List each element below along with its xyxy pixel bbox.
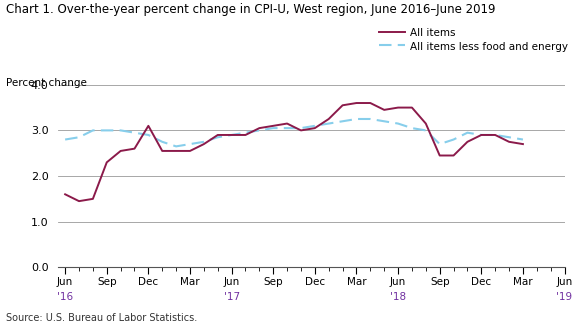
Text: '16: '16 — [57, 292, 73, 302]
Text: '17: '17 — [223, 292, 240, 302]
Text: Chart 1. Over-the-year percent change in CPI-U, West region, June 2016–June 2019: Chart 1. Over-the-year percent change in… — [6, 3, 495, 16]
Text: '19: '19 — [556, 292, 573, 302]
Text: Percent change: Percent change — [6, 78, 87, 88]
Text: '18: '18 — [390, 292, 406, 302]
Text: Source: U.S. Bureau of Labor Statistics.: Source: U.S. Bureau of Labor Statistics. — [6, 313, 197, 323]
Legend: All items, All items less food and energy: All items, All items less food and energ… — [379, 28, 568, 52]
